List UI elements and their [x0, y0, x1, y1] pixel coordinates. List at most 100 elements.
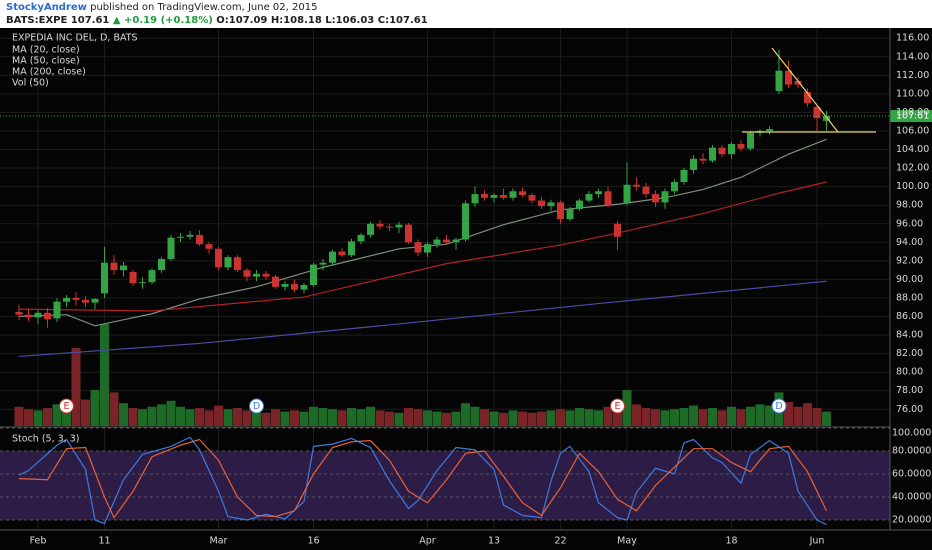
- ma-line: [18, 280, 827, 358]
- change: ▲ +0.19 (+0.18%): [112, 15, 213, 26]
- volume-bar: [727, 406, 736, 426]
- candle-body: [576, 200, 583, 209]
- volume-bar: [793, 406, 803, 426]
- candle-body: [633, 184, 640, 187]
- ma-line: [18, 438, 828, 519]
- volume-bar: [81, 399, 90, 426]
- y-tick-label: 80.0000: [892, 445, 931, 456]
- volume-bar: [100, 324, 109, 426]
- volume-bar: [166, 400, 176, 426]
- volume-bar: [33, 410, 43, 426]
- y-tick-label: 100.0000: [892, 428, 932, 439]
- volume-bar: [679, 408, 689, 426]
- last-price-box: [890, 110, 932, 123]
- y-tick-label: 116.00: [896, 33, 929, 44]
- candle-body: [490, 194, 498, 198]
- y-tick-label: 106.00: [896, 125, 929, 136]
- candle-body: [500, 194, 507, 198]
- publish-line: StockyAndrew published on TradingView.co…: [6, 2, 317, 13]
- candle-body: [319, 262, 327, 265]
- y-tick-label: 104.00: [896, 144, 929, 155]
- y-tick-label: 98.00: [896, 200, 923, 211]
- volume-bar: [280, 411, 290, 426]
- volume-bar: [736, 409, 746, 426]
- y-tick-label: 88.00: [896, 292, 923, 303]
- author[interactable]: StockyAndrew: [6, 2, 87, 13]
- x-tick-label: 11: [98, 536, 110, 547]
- volume-bar: [442, 412, 451, 426]
- candle-body: [310, 264, 317, 285]
- volume-bar: [755, 404, 765, 426]
- x-tick-label: 22: [554, 536, 566, 547]
- volume-bar: [765, 405, 774, 426]
- volume-bar: [176, 406, 185, 426]
- volume-bar: [708, 408, 717, 426]
- candle-body: [148, 270, 156, 283]
- volume-bar: [689, 405, 698, 426]
- y-tick-label: 82.00: [896, 348, 923, 359]
- volume-bar: [119, 403, 128, 426]
- volume-bar: [43, 408, 52, 426]
- volume-bar: [299, 411, 309, 426]
- volume-bar: [470, 406, 480, 426]
- candle-body: [281, 284, 289, 287]
- candle-body: [338, 251, 346, 256]
- volume-bar: [812, 408, 822, 426]
- volume-bar: [375, 410, 385, 426]
- event-label: D: [253, 401, 260, 412]
- candle-body: [82, 299, 89, 303]
- candle-body: [243, 270, 251, 277]
- candle-body: [262, 273, 270, 277]
- volume-bar: [71, 348, 81, 426]
- volume-bar: [584, 409, 594, 426]
- volume-bar: [14, 406, 24, 426]
- candle-body: [386, 226, 393, 228]
- candle-body: [367, 223, 374, 235]
- x-tick-label: May: [617, 536, 637, 547]
- candle-body: [300, 284, 308, 290]
- y-tick-label: 96.00: [896, 218, 923, 229]
- candle-body: [110, 262, 118, 271]
- candle-body: [177, 236, 184, 238]
- candle-body: [424, 244, 431, 253]
- candle-body: [728, 143, 735, 155]
- candle-body: [585, 194, 593, 201]
- candle-body: [376, 223, 384, 227]
- volume-bar: [337, 410, 347, 426]
- y-tick-label: 114.00: [896, 51, 929, 62]
- candle-body: [272, 276, 279, 287]
- candle-body: [737, 143, 745, 149]
- volume-bar: [214, 405, 223, 426]
- candle-body: [823, 116, 830, 121]
- candle-body: [452, 239, 460, 243]
- candle-body: [224, 257, 232, 268]
- volume-bar: [385, 411, 394, 426]
- y-tick-label: 84.00: [896, 330, 923, 341]
- candle-body: [566, 208, 574, 220]
- volume-bar: [271, 409, 280, 426]
- volume-bar: [52, 404, 62, 426]
- x-tick-label: 18: [725, 536, 737, 547]
- candle-body: [357, 234, 365, 242]
- event-marker: [59, 398, 74, 414]
- volume-bar: [556, 409, 565, 426]
- volume-bar: [233, 408, 242, 426]
- volume-bar: [204, 410, 214, 426]
- volume-bar: [660, 410, 670, 426]
- candle-body: [433, 239, 441, 245]
- ohlc: O:107.09 H:108.18 L:106.03 C:107.61: [216, 15, 428, 26]
- volume-bar: [423, 410, 432, 426]
- candle-body: [462, 203, 469, 240]
- legend-entry: Vol (50): [12, 78, 49, 89]
- x-tick-label: Feb: [30, 536, 47, 547]
- volume-bar: [328, 409, 337, 426]
- quote-line: BATS:EXPE 107.61 ▲ +0.19 (+0.18%) O:107.…: [6, 15, 428, 26]
- volume-bar: [537, 411, 546, 426]
- volume-bar: [603, 406, 613, 426]
- candle-body: [405, 224, 412, 243]
- event-marker: [771, 398, 787, 414]
- y-tick-label: 94.00: [896, 237, 923, 248]
- volume-bar: [185, 409, 195, 426]
- volume-bar: [24, 409, 33, 426]
